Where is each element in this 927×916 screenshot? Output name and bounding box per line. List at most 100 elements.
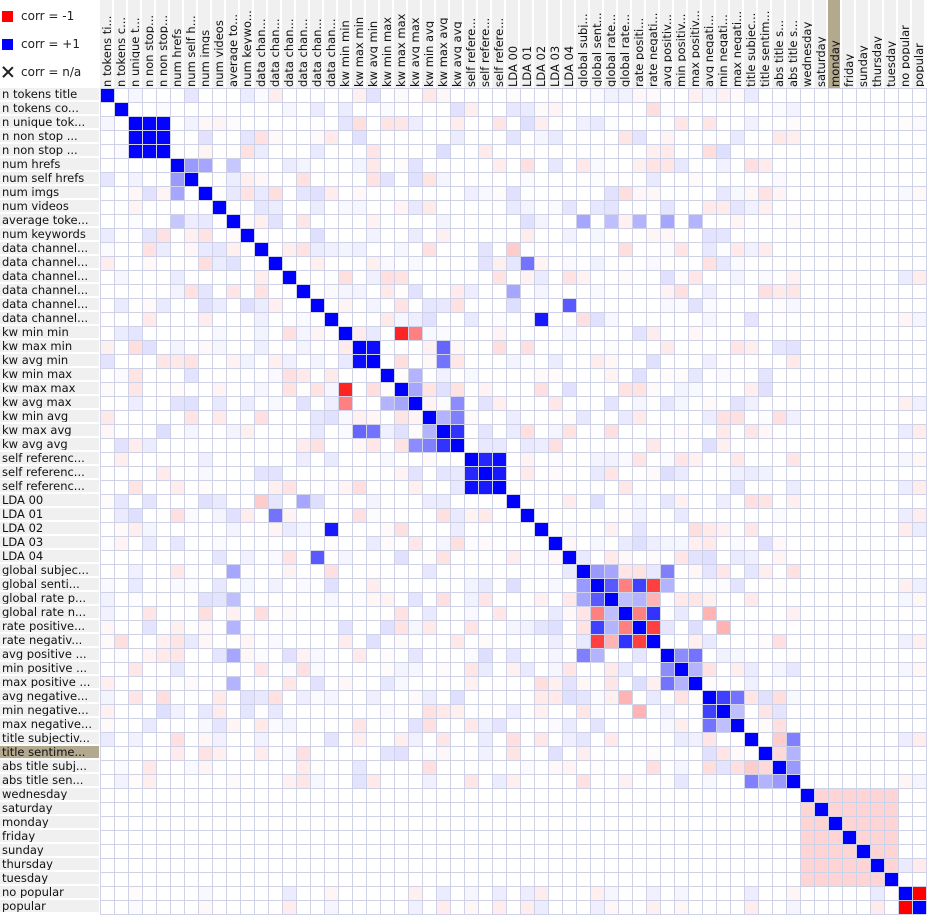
heatmap-cell[interactable] — [912, 508, 926, 522]
heatmap-cell[interactable] — [576, 480, 590, 494]
heatmap-cell[interactable] — [156, 158, 170, 172]
heatmap-cell[interactable] — [156, 200, 170, 214]
heatmap-cell[interactable] — [436, 816, 450, 830]
heatmap-cell[interactable] — [422, 270, 436, 284]
heatmap-cell[interactable] — [520, 760, 534, 774]
heatmap-cell[interactable] — [870, 200, 884, 214]
heatmap-cell[interactable] — [198, 606, 212, 620]
heatmap-cell[interactable] — [702, 718, 716, 732]
heatmap-cell[interactable] — [688, 158, 702, 172]
heatmap-cell[interactable] — [744, 704, 758, 718]
heatmap-cell[interactable] — [170, 410, 184, 424]
heatmap-cell[interactable] — [730, 368, 744, 382]
heatmap-cell[interactable] — [534, 872, 548, 886]
heatmap-cell[interactable] — [394, 676, 408, 690]
heatmap-cell[interactable] — [800, 536, 814, 550]
heatmap-cell[interactable] — [408, 690, 422, 704]
heatmap-cell[interactable] — [702, 88, 716, 102]
heatmap-cell[interactable] — [464, 88, 478, 102]
heatmap-cell[interactable] — [338, 298, 352, 312]
heatmap-cell[interactable] — [156, 172, 170, 186]
heatmap-cell[interactable] — [828, 382, 842, 396]
heatmap-cell[interactable] — [352, 438, 366, 452]
heatmap-cell[interactable] — [716, 732, 730, 746]
heatmap-cell[interactable] — [380, 536, 394, 550]
heatmap-cell[interactable] — [688, 354, 702, 368]
heatmap-cell[interactable] — [100, 746, 114, 760]
column-label[interactable]: rate negati... — [646, 0, 659, 88]
heatmap-cell[interactable] — [436, 550, 450, 564]
heatmap-cell[interactable] — [772, 200, 786, 214]
heatmap-cell[interactable] — [632, 788, 646, 802]
heatmap-cell[interactable] — [184, 410, 198, 424]
heatmap-cell[interactable] — [898, 158, 912, 172]
heatmap-cell[interactable] — [814, 606, 828, 620]
heatmap-cell[interactable] — [338, 606, 352, 620]
heatmap-cell[interactable] — [618, 270, 632, 284]
heatmap-cell[interactable] — [366, 424, 380, 438]
heatmap-cell[interactable] — [786, 508, 800, 522]
heatmap-cell[interactable] — [604, 424, 618, 438]
heatmap-cell[interactable] — [492, 312, 506, 326]
heatmap-cell[interactable] — [450, 410, 464, 424]
heatmap-cell[interactable] — [254, 396, 268, 410]
heatmap-cell[interactable] — [422, 816, 436, 830]
heatmap-cell[interactable] — [198, 396, 212, 410]
heatmap-cell[interactable] — [856, 746, 870, 760]
heatmap-cell[interactable] — [408, 298, 422, 312]
heatmap-cell[interactable] — [884, 494, 898, 508]
heatmap-cell[interactable] — [730, 844, 744, 858]
heatmap-cell[interactable] — [478, 704, 492, 718]
heatmap-cell[interactable] — [506, 116, 520, 130]
heatmap-cell[interactable] — [436, 102, 450, 116]
heatmap-cell[interactable] — [772, 186, 786, 200]
heatmap-cell[interactable] — [422, 648, 436, 662]
heatmap-cell[interactable] — [310, 564, 324, 578]
heatmap-cell[interactable] — [828, 718, 842, 732]
heatmap-cell[interactable] — [870, 480, 884, 494]
heatmap-cell[interactable] — [128, 508, 142, 522]
heatmap-cell[interactable] — [884, 676, 898, 690]
heatmap-cell[interactable] — [380, 760, 394, 774]
heatmap-cell[interactable] — [254, 662, 268, 676]
heatmap-cell[interactable] — [226, 704, 240, 718]
heatmap-cell[interactable] — [450, 858, 464, 872]
heatmap-cell[interactable] — [184, 606, 198, 620]
heatmap-cell[interactable] — [394, 326, 408, 340]
heatmap-cell[interactable] — [534, 886, 548, 900]
heatmap-cell[interactable] — [114, 368, 128, 382]
heatmap-cell[interactable] — [772, 606, 786, 620]
heatmap-cell[interactable] — [464, 774, 478, 788]
heatmap-cell[interactable] — [772, 368, 786, 382]
heatmap-cell[interactable] — [506, 158, 520, 172]
heatmap-cell[interactable] — [786, 746, 800, 760]
heatmap-cell[interactable] — [562, 228, 576, 242]
heatmap-cell[interactable] — [702, 634, 716, 648]
heatmap-cell[interactable] — [226, 494, 240, 508]
heatmap-cell[interactable] — [394, 648, 408, 662]
heatmap-cell[interactable] — [604, 844, 618, 858]
heatmap-cell[interactable] — [422, 396, 436, 410]
heatmap-cell[interactable] — [856, 438, 870, 452]
heatmap-cell[interactable] — [310, 900, 324, 914]
column-label[interactable]: max negati... — [730, 0, 743, 88]
heatmap-cell[interactable] — [464, 116, 478, 130]
heatmap-cell[interactable] — [912, 830, 926, 844]
heatmap-cell[interactable] — [170, 662, 184, 676]
heatmap-cell[interactable] — [100, 354, 114, 368]
heatmap-cell[interactable] — [254, 144, 268, 158]
heatmap-cell[interactable] — [632, 172, 646, 186]
heatmap-cell[interactable] — [870, 774, 884, 788]
heatmap-cell[interactable] — [254, 606, 268, 620]
heatmap-cell[interactable] — [870, 242, 884, 256]
heatmap-cell[interactable] — [646, 690, 660, 704]
heatmap-cell[interactable] — [772, 858, 786, 872]
heatmap-cell[interactable] — [646, 886, 660, 900]
heatmap-cell[interactable] — [660, 480, 674, 494]
heatmap-cell[interactable] — [352, 872, 366, 886]
heatmap-cell[interactable] — [310, 396, 324, 410]
heatmap-cell[interactable] — [254, 746, 268, 760]
heatmap-cell[interactable] — [534, 606, 548, 620]
heatmap-cell[interactable] — [674, 116, 688, 130]
heatmap-cell[interactable] — [758, 648, 772, 662]
